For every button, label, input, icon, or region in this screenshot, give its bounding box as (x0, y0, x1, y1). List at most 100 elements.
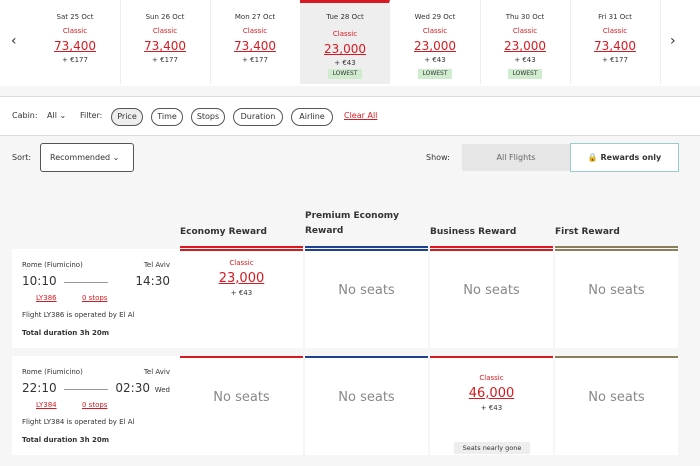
date-card[interactable]: Sat 25 Oct Classic 73,400 + €177 (30, 0, 121, 84)
date-day: Thu 30 Oct (505, 13, 545, 21)
fare-cell: No seats (180, 356, 303, 455)
no-seats: No seats (588, 390, 645, 405)
departure-time: 10:10 (22, 274, 57, 288)
column-underline (555, 246, 678, 248)
date-fee: + €43 (334, 59, 356, 67)
column-header: First Reward (555, 227, 620, 237)
date-points: 23,000 (504, 39, 546, 53)
date-tier: Classic (602, 27, 628, 35)
fare-tier: Classic (229, 259, 254, 267)
flight-number[interactable]: LY384 (36, 401, 57, 409)
cabin-value: All (47, 111, 57, 120)
date-day: Fri 31 Oct (598, 13, 632, 21)
arrival-time: 14:30 (135, 274, 170, 288)
no-seats: No seats (463, 283, 520, 298)
date-tier: Classic (332, 30, 358, 38)
cabin-label: Cabin: (12, 111, 38, 120)
date-card[interactable]: Sun 26 Oct Classic 73,400 + €177 (120, 0, 211, 84)
date-day: Sat 25 Oct (56, 13, 94, 21)
cabin-select[interactable]: All ⌄ (47, 111, 67, 120)
date-fee: + €43 (424, 56, 446, 64)
availability-note: Seats nearly gone (454, 442, 530, 454)
filter-button[interactable]: Time (151, 108, 183, 126)
journey-line (64, 282, 108, 283)
stops[interactable]: 0 stops (82, 294, 108, 302)
clear-all[interactable]: Clear All (344, 111, 378, 120)
lowest-badge: LOWEST (418, 69, 452, 79)
fare-points[interactable]: 23,000 (218, 271, 265, 286)
lowest-badge: LOWEST (508, 69, 542, 79)
date-points: 73,400 (234, 39, 276, 53)
date-fee: + €177 (602, 56, 628, 64)
flight-card: Rome (Fiumicino) Tel Aviv 22:10 02:30 Wed LY3… (12, 356, 180, 455)
date-day: Sun 26 Oct (145, 13, 185, 21)
all-flights-tab[interactable]: All Flights (462, 144, 570, 171)
date-fee: + €177 (152, 56, 178, 64)
origin: Rome (Fiumicino) (22, 261, 83, 269)
date-points: 73,400 (594, 39, 636, 53)
fare-cell: No seats (555, 249, 678, 348)
fare-cell: No seats (430, 249, 553, 348)
departure-time: 22:10 (22, 381, 57, 395)
date-fee: + €43 (514, 56, 536, 64)
rewards-only-tab[interactable]: 🔒 Rewards only (570, 143, 679, 172)
date-card[interactable]: Tue 28 Oct Classic 23,000 + €43 LOWEST (300, 0, 390, 84)
date-points: 23,000 (414, 39, 456, 53)
column-underline (430, 246, 553, 248)
arrival-time: 02:30 (115, 381, 150, 395)
column-underline (180, 246, 303, 248)
no-seats: No seats (338, 283, 395, 298)
no-seats: No seats (213, 390, 270, 405)
filter-button[interactable]: Duration (233, 108, 283, 126)
destination: Tel Aviv (143, 261, 170, 269)
sort-label: Sort: (12, 153, 32, 162)
date-day: Mon 27 Oct (234, 13, 276, 21)
fare-cell: No seats (305, 356, 428, 455)
fare-cell[interactable]: Classic 46,000 + €43 Seats nearly gone (430, 356, 553, 455)
fare-cell[interactable]: Classic 23,000 + €43 (180, 249, 303, 348)
column-header: Economy Reward (180, 227, 267, 237)
date-card[interactable]: Fri 31 Oct Classic 73,400 + €177 (570, 0, 661, 84)
arrival-day: Wed (154, 386, 170, 394)
no-seats: No seats (338, 390, 395, 405)
date-day: Tue 28 Oct (326, 13, 364, 21)
fare-cell: No seats (305, 249, 428, 348)
fare-fee: + €43 (230, 289, 253, 297)
date-day: Wed 29 Oct (414, 13, 456, 21)
date-card[interactable]: Wed 29 Oct Classic 23,000 + €43 LOWEST (390, 0, 481, 84)
journey-line (64, 389, 108, 390)
duration: Total duration 3h 20m (22, 436, 110, 444)
date-card[interactable]: Mon 27 Oct Classic 73,400 + €177 (210, 0, 301, 84)
filter-label: Filter: (80, 111, 103, 120)
date-tier: Classic (152, 27, 178, 35)
fare-cell: No seats (555, 356, 678, 455)
date-tier: Classic (242, 27, 268, 35)
filter-button[interactable]: Airline (291, 108, 333, 126)
rewards-only-label: Rewards only (600, 153, 662, 162)
duration: Total duration 3h 20m (22, 329, 110, 337)
fare-points[interactable]: 46,000 (468, 386, 515, 401)
sort-select[interactable]: Recommended ⌄ (40, 143, 134, 172)
next-arrow[interactable]: › (670, 33, 676, 49)
flight-card: Rome (Fiumicino) Tel Aviv 10:10 14:30 LY386 0… (12, 249, 180, 348)
flight-number[interactable]: LY386 (36, 294, 57, 302)
date-points: 73,400 (54, 39, 96, 53)
fare-fee: + €43 (480, 404, 503, 412)
date-card[interactable]: Thu 30 Oct Classic 23,000 + €43 LOWEST (480, 0, 571, 84)
date-points: 73,400 (144, 39, 186, 53)
date-tier: Classic (62, 27, 88, 35)
stops[interactable]: 0 stops (82, 401, 108, 409)
date-tier: Classic (422, 27, 448, 35)
prev-arrow[interactable]: ‹ (11, 33, 17, 49)
destination: Tel Aviv (143, 368, 170, 376)
filter-button[interactable]: Stops (191, 108, 225, 126)
operated-by: Flight LY384 is operated by El Al (22, 418, 135, 426)
lowest-badge: LOWEST (328, 69, 362, 79)
fare-tier: Classic (479, 374, 504, 382)
date-fee: + €177 (62, 56, 88, 64)
no-seats: No seats (588, 283, 645, 298)
column-underline (305, 246, 428, 248)
operated-by: Flight LY386 is operated by El Al (22, 311, 135, 319)
filter-button[interactable]: Price (111, 108, 143, 126)
